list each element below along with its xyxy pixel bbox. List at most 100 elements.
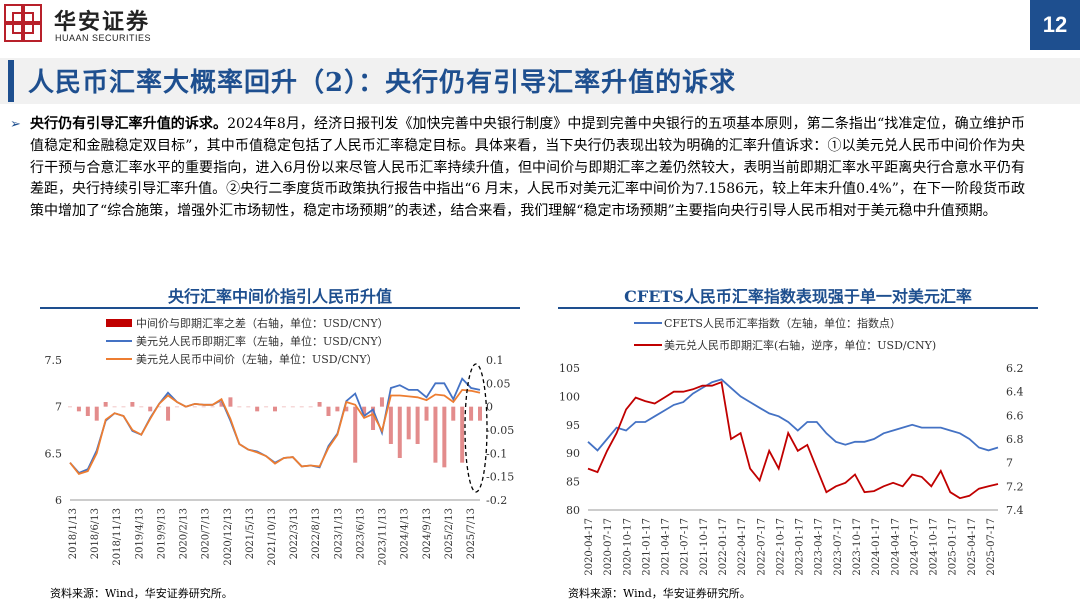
right-chart-title: CFETS人民币汇率指数表现强于单一对美元汇率 — [624, 287, 972, 306]
x-tick-label: 2021-10-17 — [699, 518, 710, 576]
diff-bar — [290, 406, 295, 408]
y-left-tick: 95 — [566, 419, 580, 432]
diff-bar — [299, 406, 304, 408]
x-tick-label: 2020-04-17 — [584, 518, 595, 576]
x-tick-label: 2025-07-17 — [986, 518, 997, 576]
diff-bar — [237, 406, 242, 408]
x-tick-label: 2020/12/13 — [223, 508, 234, 566]
x-tick-label: 2023-04-17 — [814, 518, 825, 576]
diff-bar — [228, 397, 233, 407]
right-chart: CFETS人民币汇率指数（左轴，单位：指数点） 美元兑人民币即期汇率(右轴，逆序，… — [559, 316, 1024, 576]
diff-bar — [362, 406, 367, 416]
diff-bar — [379, 397, 384, 407]
y-right-tick: 7.2 — [1006, 480, 1024, 493]
y-right-tick: 6.2 — [1006, 362, 1024, 375]
diff-bar — [76, 406, 81, 412]
diff-bar — [442, 406, 447, 468]
x-tick-label: 2024-04-17 — [890, 518, 901, 576]
x-tick-label: 2022-04-17 — [737, 518, 748, 576]
x-tick-label: 2023-10-17 — [852, 518, 863, 576]
diff-bar — [94, 406, 99, 421]
diff-bar — [174, 406, 179, 408]
diff-bar — [281, 406, 286, 408]
y-left-tick: 100 — [559, 390, 580, 403]
diff-bar — [308, 406, 313, 408]
y-right-tick: 6.8 — [1006, 433, 1024, 446]
y-right-tick: 0.05 — [486, 377, 511, 390]
page-title: 人民币汇率大概率回升（2）：央行仍有引导汇率升值的诉求 — [28, 68, 737, 98]
diff-bar — [415, 406, 420, 444]
diff-bar — [103, 402, 108, 407]
y-left-tick: 6 — [55, 494, 62, 507]
y-right-tick: 0.1 — [486, 354, 504, 367]
left-chart-title-rule — [40, 307, 520, 309]
page-number: 12 — [1030, 0, 1080, 50]
central-parity-line — [69, 388, 481, 475]
diff-bar — [201, 406, 206, 408]
x-tick-label: 2022/8/13 — [311, 508, 322, 559]
diff-bar — [397, 406, 402, 458]
diff-bar — [344, 406, 349, 412]
diff-bar — [264, 406, 269, 408]
legend-label: 美元兑人民币即期汇率(右轴，逆序，单位：USD/CNY) — [664, 338, 936, 352]
diff-bar — [148, 406, 153, 412]
diff-bar — [317, 402, 322, 407]
diff-bar — [246, 406, 251, 408]
x-tick-label: 2022-01-17 — [718, 518, 729, 576]
x-tick-label: 2019/4/13 — [134, 508, 145, 559]
x-tick-label: 2023-07-17 — [833, 518, 844, 576]
brand-name-en: HUAAN SECURITIES — [55, 33, 152, 43]
left-chart: 中间价与即期汇率之差（右轴，单位：USD/CNY） 美元兑人民币即期汇率（左轴，单… — [45, 316, 515, 566]
diff-bar — [424, 406, 429, 421]
y-left-tick: 7 — [55, 401, 62, 414]
y-right-tick: -0.2 — [486, 494, 507, 507]
x-tick-label: 2024-10-17 — [929, 518, 940, 576]
right-chart-source: 资料来源：Wind，华安证券研究所。 — [568, 587, 751, 600]
company-logo — [4, 4, 42, 42]
x-tick-label: 2019/9/13 — [156, 508, 167, 559]
diff-bar — [166, 406, 171, 421]
diff-bar — [371, 406, 376, 430]
body-lead: 央行仍有引导汇率升值的诉求。 — [30, 116, 228, 132]
x-tick-label: 2025/7/13 — [466, 508, 477, 559]
diff-bar — [388, 406, 393, 444]
x-tick-label: 2021-07-17 — [680, 518, 691, 576]
x-tick-label: 2020-07-17 — [603, 518, 614, 576]
title-accent-bar — [8, 60, 14, 102]
diff-bar — [210, 406, 215, 408]
legend-label: 美元兑人民币即期汇率（左轴，单位：USD/CNY） — [136, 334, 389, 348]
diff-bar — [326, 406, 331, 416]
bullet-arrow-icon: ➢ — [10, 117, 21, 132]
x-tick-label: 2024-07-17 — [909, 518, 920, 576]
left-chart-title: 央行汇率中间价指引人民币升值 — [167, 287, 392, 306]
y-right-tick: 7.4 — [1006, 504, 1024, 517]
x-tick-label: 2025/2/13 — [444, 508, 455, 559]
diff-bar — [85, 406, 90, 416]
x-tick-label: 2025-04-17 — [967, 518, 978, 576]
x-tick-label: 2020-10-17 — [622, 518, 633, 576]
diff-bar — [460, 406, 465, 463]
y-right-tick: -0.1 — [486, 447, 507, 460]
y-left-tick: 6.5 — [45, 447, 63, 460]
x-tick-label: 2018/1/13 — [68, 508, 79, 559]
usdcny-spot-line — [587, 380, 999, 500]
x-tick-label: 2023/6/13 — [355, 508, 366, 559]
brand-name-cn: 华安证券 — [54, 9, 151, 35]
body-text: 2024年8月，经济日报刊发《加快完善中央银行制度》中提到完善中央银行的五项基本… — [30, 116, 1025, 220]
diff-bar — [157, 406, 162, 408]
x-tick-label: 2023/11/13 — [378, 508, 389, 566]
left-chart-source: 资料来源：Wind，华安证券研究所。 — [50, 587, 233, 600]
diff-bar — [433, 406, 438, 463]
legend-label: CFETS人民币汇率指数（左轴，单位：指数点） — [664, 316, 901, 330]
diff-bar — [112, 406, 117, 408]
diff-bar — [130, 402, 135, 407]
x-tick-label: 2023-01-17 — [795, 518, 806, 576]
x-tick-label: 2021/10/13 — [267, 508, 278, 566]
x-tick-label: 2021-04-17 — [661, 518, 672, 576]
diff-bar — [478, 406, 482, 421]
diff-bar — [273, 406, 277, 412]
right-chart-title-rule — [558, 307, 1038, 309]
diff-bar — [219, 402, 224, 407]
y-right-tick: 6.4 — [1006, 386, 1024, 399]
diff-bar — [469, 406, 474, 421]
